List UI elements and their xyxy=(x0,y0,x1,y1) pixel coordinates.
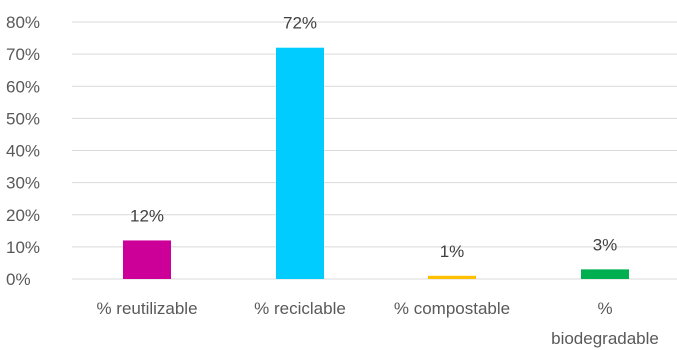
x-tick-label: biodegradable xyxy=(551,329,659,348)
y-tick-label: 10% xyxy=(6,238,40,257)
data-label: 1% xyxy=(440,242,465,261)
x-tick-label: % compostable xyxy=(394,299,510,318)
y-tick-label: 50% xyxy=(6,109,40,128)
y-tick-label: 70% xyxy=(6,45,40,64)
y-tick-label: 60% xyxy=(6,77,40,96)
y-tick-label: 0% xyxy=(6,270,31,289)
y-tick-label: 80% xyxy=(6,13,40,32)
bars xyxy=(123,47,629,280)
data-label: 12% xyxy=(130,206,164,225)
y-axis: 0% 10% 20% 30% 40% 50% 60% 70% 80% xyxy=(6,13,40,289)
bar xyxy=(123,240,171,279)
y-tick-label: 40% xyxy=(6,142,40,161)
x-axis: % reutilizable % reciclable % compostable%… xyxy=(96,299,658,348)
gridlines xyxy=(72,21,677,280)
bar xyxy=(581,269,629,279)
data-label: 72% xyxy=(283,14,317,33)
y-tick-label: 30% xyxy=(6,174,40,193)
y-tick-label: 20% xyxy=(6,206,40,225)
x-tick-label: % reciclable xyxy=(254,299,346,318)
bar xyxy=(276,47,324,280)
data-label: 3% xyxy=(593,235,618,254)
x-tick-label: % reutilizable xyxy=(96,299,197,318)
data-labels: 12% 72% 1% 3% xyxy=(130,14,617,261)
bar xyxy=(428,275,476,279)
x-tick-label: % xyxy=(597,299,612,318)
